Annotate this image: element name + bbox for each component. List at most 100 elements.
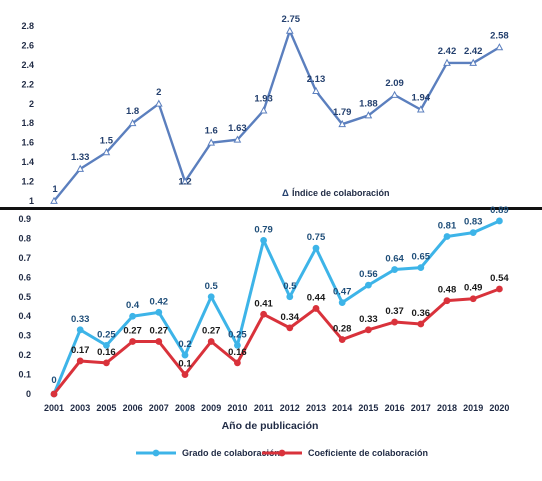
data-point-coeficiente [155,338,163,345]
data-point-coeficiente [260,310,267,318]
x-tick-label: 2015 [358,403,378,413]
data-point-coeficiente [207,338,215,345]
x-axis-title: Año de publicación [222,420,319,432]
data-label-grado: 0.75 [307,232,326,243]
data-label-coeficiente: 0.27 [202,326,221,337]
data-point-indice [50,196,58,204]
data-point-coeficiente [181,371,189,378]
data-label-indice: 1.6 [205,126,218,137]
data-point-indice [390,90,399,98]
legend-marker-grado [152,449,160,457]
y-tick-label-bottom: 0.5 [18,292,31,302]
data-label-indice: 2.58 [490,30,509,41]
data-label-indice: 1.2 [178,177,191,188]
data-label-indice: 1.33 [71,152,90,163]
bottom-panel: 0 0.1 0.2 0.3 0.4 0.5 0.6 0.7 0.8 0.9 2001 2003 2005… [18,205,509,432]
x-tick-label: 2017 [411,403,431,413]
legend-symbol-indice: Δ [282,188,289,199]
data-label-coeficiente: 0.27 [123,326,142,337]
y-tick-label-top: 2.4 [21,60,34,70]
x-tick-label: 2003 [70,403,90,413]
data-point-grado [155,308,163,316]
data-label-coeficiente: 0.49 [464,283,483,294]
data-label-grado: 0.65 [412,252,431,263]
data-point-grado [338,299,346,307]
data-point-indice [416,105,425,113]
y-tick-label-bottom: 0.1 [18,370,31,380]
data-point-indice [154,99,163,107]
data-label-grado: 0.5 [205,281,219,292]
data-point-grado [260,236,267,244]
data-point-indice [76,164,85,172]
data-label-coeficiente: 0.1 [178,359,192,370]
data-point-grado [365,281,372,289]
data-point-coeficiente [443,297,451,305]
data-label-coeficiente: 0.27 [150,326,169,337]
x-tick-label: 2001 [44,403,64,413]
legend-marker-coeficiente [278,449,286,457]
data-label-coeficiente: 0.17 [71,345,90,356]
data-point-indice [495,43,504,51]
data-point-indice [469,58,478,66]
data-point-coeficiente [496,285,503,293]
data-label-indice: 2.13 [307,74,326,85]
data-label-indice: 1.88 [359,98,378,109]
data-label-indice: 1.63 [228,123,247,134]
data-point-grado [391,266,398,273]
data-point-grado [76,326,84,334]
x-tick-label: 2010 [227,403,247,413]
data-point-coeficiente [76,357,84,365]
data-point-grado [129,312,137,320]
x-tick-label: 2011 [254,403,274,413]
series-line-coeficiente [52,287,500,395]
data-point-grado [312,244,320,252]
x-tick-label: 2018 [437,403,457,413]
y-tick-label-top: 1.8 [21,118,34,128]
data-label-indice: 1 [52,184,58,195]
y-tick-label-top: 2 [29,99,34,109]
y-tick-label-bottom: 0.2 [18,350,31,360]
data-label-grado: 0.89 [490,205,509,216]
y-tick-label-bottom: 0.9 [18,214,31,224]
y-tick-label-bottom: 0.8 [18,233,31,243]
data-point-coeficiente [286,324,294,332]
data-label-grado: 0.5 [283,281,297,292]
data-label-grado: 0.33 [71,314,90,325]
data-label-indice: 1.8 [126,106,139,117]
y-tick-label-bottom: 0.3 [18,331,31,341]
data-label-grado: 0 [51,375,56,386]
data-label-coeficiente: 0.48 [438,285,457,296]
data-label-grado: 0.81 [438,221,457,232]
data-point-indice [443,58,451,66]
data-point-coeficiente [338,336,346,343]
data-label-grado: 0.56 [359,269,378,280]
data-point-indice [259,106,268,114]
data-label-grado: 0.4 [126,300,140,311]
x-tick-label: 2016 [385,403,405,413]
x-tick-label: 2005 [96,403,116,413]
data-label-grado: 0.42 [150,296,169,307]
data-point-coeficiente [312,305,320,312]
data-label-coeficiente: 0.28 [333,324,352,335]
data-label-grado: 0.25 [97,329,116,340]
data-label-indice: 2.09 [385,78,404,89]
x-tick-label: 2019 [463,403,483,413]
data-point-coeficiente [469,295,477,303]
data-point-indice [338,119,347,128]
series-line-indice [53,29,501,202]
data-label-coeficiente: 0.16 [228,347,247,358]
x-tick-label: 2013 [306,403,326,413]
data-point-grado [443,233,451,240]
data-label-indice: 2.42 [438,46,457,57]
data-point-indice [233,135,242,143]
data-point-coeficiente [129,338,137,345]
data-point-grado [417,264,425,272]
data-point-indice [181,177,189,185]
x-tick-label: 2009 [201,403,221,413]
legend-label-indice: Índice de colaboración [292,188,390,198]
y-tick-label-top: 2.2 [21,79,34,89]
data-point-indice [207,138,216,146]
top-panel: 1 1.2 1.4 1.6 1.8 2 2.2 2.4 2.6 2.8 1 1.33 1.5 1.8 2 1.… [21,14,508,206]
data-label-grado: 0.47 [333,287,352,298]
data-label-coeficiente: 0.44 [307,292,326,303]
